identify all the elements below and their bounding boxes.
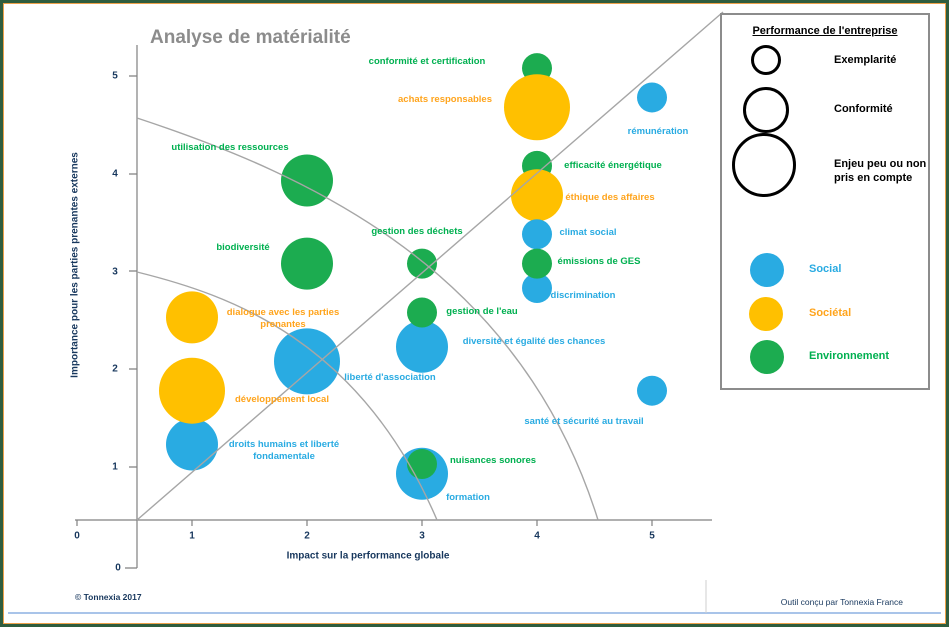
x-axis-tick-marks [76,520,653,526]
legend-label-social: Social [809,263,842,275]
y-axis-title: Importance pour les parties prenantes ex… [69,152,81,378]
diagonal-priority-line [136,11,724,521]
y-tick-label: 5 [112,70,118,82]
performance-legend-title: Performance de l'entreprise [752,25,898,37]
bubble [166,418,218,471]
materiality-curve-outer [136,117,599,521]
bubble [522,248,552,279]
legend-label-enjeu: Enjeu peu ou non pris en compte [834,158,927,185]
legend-label-environnement: Environnement [809,350,890,362]
bubble [281,237,333,290]
bubble [274,328,340,395]
bubble [504,74,570,141]
legend-label-conformite: Conformité [834,103,893,115]
legend-label-exemplarite: Exemplarité [834,54,897,66]
bubble [407,297,437,328]
performance-legend-box: Performance de l'entreprise Exemplarité … [720,13,930,390]
conformite-size-ring-icon [743,87,789,133]
y-tick-label: 2 [112,363,118,375]
social-color-dot-icon [750,253,784,287]
y-tick-label: 1 [112,461,118,473]
materiality-curve-inner [136,271,438,521]
bubble [511,169,563,222]
x-tick-label: 1 [189,530,195,542]
legend-label-societal: Sociétal [809,307,852,319]
y-axis-tick-marks [125,75,137,569]
exemplarite-size-ring-icon [751,45,781,75]
bubble [637,82,667,113]
bubble [522,219,552,250]
x-axis-title: Impact sur la performance globale [286,550,450,562]
x-tick-label: 3 [419,530,425,542]
bubble [407,449,437,479]
credit-text: Outil conçu par Tonnexia France [780,597,903,607]
environnement-color-dot-icon [750,340,784,374]
axes-layer [75,45,712,569]
x-tick-label: 5 [649,530,655,542]
societal-color-dot-icon [749,297,783,331]
x-tick-label: 4 [534,530,540,542]
bubbles-layer [159,53,667,500]
x-tick-label: 2 [304,530,310,542]
bubble [159,357,225,424]
y-tick-label: 3 [112,266,118,277]
bubble [522,273,552,304]
chart-title: Analyse de matérialité [150,27,351,48]
bubble [281,154,333,207]
y-tick-label: 4 [112,168,118,180]
bubble [166,291,218,344]
y-axis-origin-label: 0 [115,562,121,574]
bubble [637,375,667,406]
enjeu-size-ring-icon [732,133,796,197]
x-tick-label: 0 [74,530,80,542]
bubble [396,320,448,373]
copyright-text: © Tonnexia 2017 [75,592,142,602]
overlay-lines [8,11,941,614]
